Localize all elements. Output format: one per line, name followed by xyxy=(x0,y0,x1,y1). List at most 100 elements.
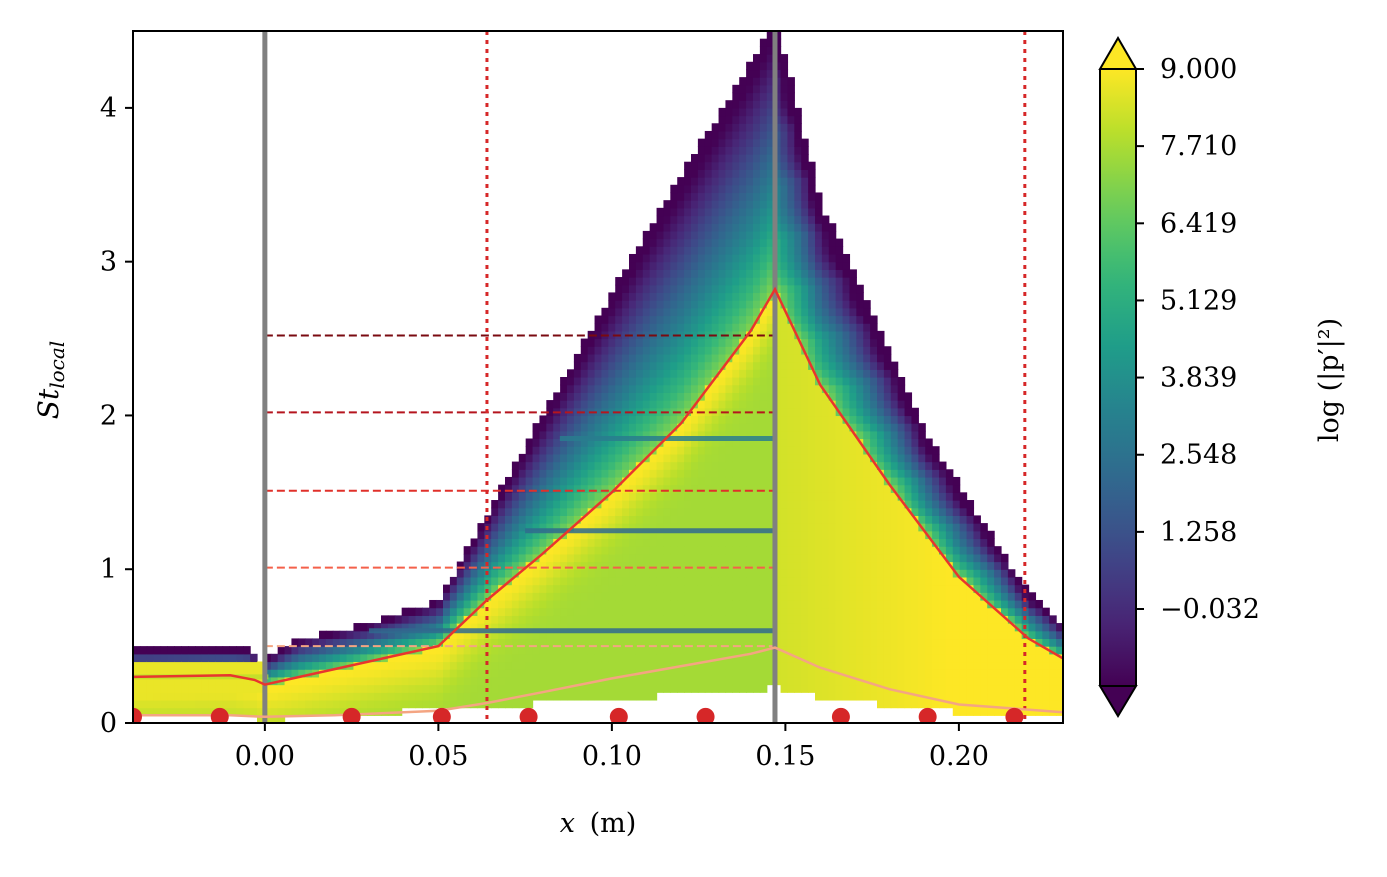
field-cell xyxy=(925,576,933,586)
field-cell xyxy=(759,84,768,94)
field-cell xyxy=(911,684,919,693)
field-cell xyxy=(911,461,919,470)
field-cell xyxy=(243,669,251,678)
field-cell xyxy=(994,684,1002,693)
field-cell xyxy=(415,623,423,632)
field-cell xyxy=(883,400,892,409)
field-cell xyxy=(725,154,733,163)
field-cell xyxy=(877,599,885,609)
field-cell xyxy=(635,638,644,647)
field-cell xyxy=(739,507,747,516)
field-cell xyxy=(629,323,637,332)
field-cell xyxy=(739,115,747,124)
field-cell xyxy=(656,415,665,424)
field-cell xyxy=(704,130,713,140)
field-cell xyxy=(794,461,802,470)
field-cell xyxy=(1021,584,1030,593)
field-cell xyxy=(904,661,913,670)
field-cell xyxy=(753,100,761,109)
field-cell xyxy=(477,646,485,655)
field-cell xyxy=(711,530,720,540)
field-cell xyxy=(704,223,713,232)
field-cell xyxy=(684,169,692,178)
field-cell xyxy=(684,277,692,286)
field-cell xyxy=(635,561,644,570)
field-cell xyxy=(367,661,375,670)
field-cell xyxy=(642,230,651,240)
field-cell xyxy=(952,553,961,563)
field-cell xyxy=(401,630,410,640)
field-cell xyxy=(925,584,933,593)
field-cell xyxy=(746,161,754,170)
field-cell xyxy=(1028,692,1037,701)
field-cell xyxy=(422,669,430,678)
field-cell xyxy=(436,676,444,686)
field-cell xyxy=(415,653,423,663)
field-cell xyxy=(856,476,864,486)
field-cell xyxy=(697,261,706,270)
field-cell xyxy=(553,576,561,586)
field-cell xyxy=(815,538,823,547)
field-cell xyxy=(339,661,348,670)
field-cell xyxy=(649,530,658,540)
field-cell xyxy=(801,169,809,178)
field-cell xyxy=(546,638,554,647)
field-cell xyxy=(987,707,995,716)
field-cell xyxy=(449,692,458,701)
field-cell xyxy=(215,653,224,663)
field-cell xyxy=(849,284,857,294)
field-cell xyxy=(753,184,761,194)
field-cell xyxy=(863,377,871,386)
field-cell xyxy=(511,676,520,686)
field-cell xyxy=(677,638,685,647)
field-cell xyxy=(739,300,747,309)
field-cell xyxy=(580,346,589,355)
field-cell xyxy=(849,599,857,609)
field-cell xyxy=(904,476,913,486)
plot-frame xyxy=(132,30,1064,724)
field-cell xyxy=(525,599,534,609)
field-cell xyxy=(1035,630,1043,640)
field-cell xyxy=(739,353,747,363)
field-cell xyxy=(642,315,651,324)
field-cell xyxy=(753,92,761,101)
field-cell xyxy=(677,561,685,570)
field-cell xyxy=(622,561,630,570)
field-cell xyxy=(580,415,589,424)
field-cell xyxy=(635,692,644,701)
field-cell xyxy=(691,277,699,286)
field-cell xyxy=(766,130,775,140)
field-cell xyxy=(615,576,623,586)
field-cell xyxy=(518,646,527,655)
field-cell xyxy=(511,646,520,655)
field-cell xyxy=(505,599,513,609)
probe-marker xyxy=(432,707,451,723)
field-cell xyxy=(973,707,981,716)
field-cell xyxy=(725,384,733,393)
field-cell xyxy=(952,661,961,670)
field-cell xyxy=(925,669,933,678)
field-cell xyxy=(808,615,816,624)
field-cell xyxy=(794,207,802,217)
field-cell xyxy=(670,423,678,432)
field-cell xyxy=(532,584,541,593)
field-cell xyxy=(821,423,830,432)
field-cell xyxy=(629,630,637,640)
field-cell xyxy=(608,353,616,363)
field-cell xyxy=(601,469,609,478)
field-cell xyxy=(966,523,975,532)
field-cell xyxy=(718,630,727,640)
field-cell xyxy=(629,638,637,647)
field-cell xyxy=(939,515,947,524)
field-cell xyxy=(684,246,692,255)
field-cell xyxy=(904,423,913,432)
field-cell xyxy=(808,407,816,417)
field-cell xyxy=(594,599,603,609)
field-cell xyxy=(146,661,155,670)
field-cell xyxy=(780,638,789,647)
field-cell xyxy=(670,384,678,393)
field-cell xyxy=(801,377,809,386)
field-cell xyxy=(794,507,802,516)
field-cell xyxy=(787,177,795,186)
field-cell xyxy=(656,284,665,294)
